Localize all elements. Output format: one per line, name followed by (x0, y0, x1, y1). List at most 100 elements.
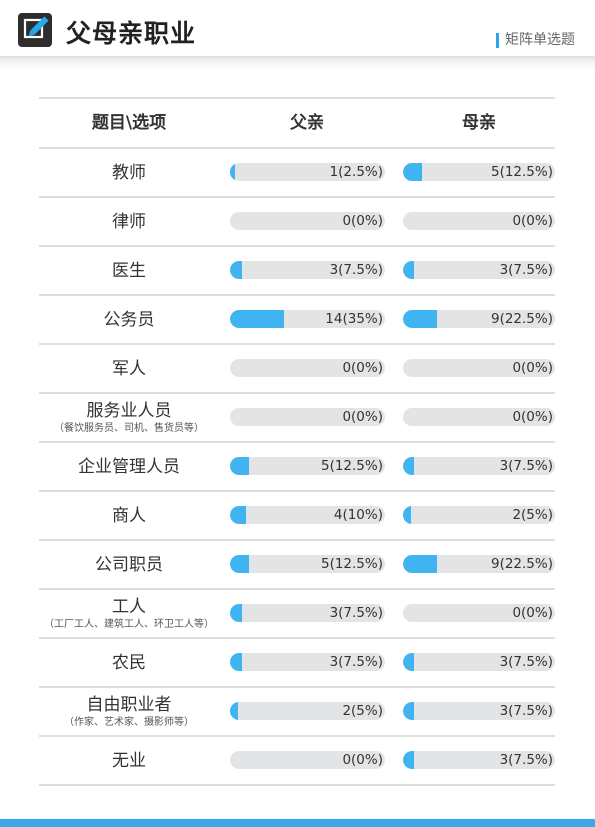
father-bar: 0(0%) (230, 359, 385, 377)
mother-value: 9(22.5%) (490, 311, 553, 327)
father-bar-fill (230, 457, 249, 475)
father-bar: 0(0%) (230, 751, 385, 769)
father-value: 1(2.5%) (329, 164, 383, 180)
row-label: 公司职员 (95, 554, 163, 575)
row-label-cell: 服务业人员 （餐饮服务员、司机、售货员等） (39, 394, 219, 441)
mother-bar: 0(0%) (403, 408, 555, 426)
mother-bar-fill (403, 653, 414, 671)
row-label: 无业 (112, 750, 146, 771)
table-row: 工人 （工厂工人、建筑工人、环卫工人等） 3(7.5%) 0(0%) (39, 588, 555, 637)
mother-value: 2(5%) (512, 507, 553, 523)
father-value: 0(0%) (342, 213, 383, 229)
father-bar-fill (230, 163, 235, 181)
question-type-label: 矩阵单选题 (496, 33, 575, 48)
father-bar-fill (230, 653, 242, 671)
row-label-cell: 无业 (39, 737, 219, 784)
table-header: 题目\选项 父亲 母亲 (39, 97, 555, 147)
row-label: 律师 (112, 211, 146, 232)
father-bar-fill (230, 506, 246, 524)
father-bar: 5(12.5%) (230, 555, 385, 573)
mother-bar: 9(22.5%) (403, 310, 555, 328)
father-value: 3(7.5%) (329, 605, 383, 621)
father-value: 0(0%) (342, 752, 383, 768)
row-label-cell: 商人 (39, 492, 219, 539)
father-bar-fill (230, 310, 284, 328)
father-value: 0(0%) (342, 360, 383, 376)
mother-bar-fill (403, 555, 437, 573)
row-label-cell: 公司职员 (39, 541, 219, 588)
mother-bar: 0(0%) (403, 212, 555, 230)
father-bar-fill (230, 555, 249, 573)
mother-bar: 9(22.5%) (403, 555, 555, 573)
mother-value: 0(0%) (512, 360, 553, 376)
father-bar-fill (230, 604, 242, 622)
mother-bar: 3(7.5%) (403, 457, 555, 475)
mother-bar: 3(7.5%) (403, 653, 555, 671)
father-bar-fill (230, 261, 242, 279)
row-label-cell: 教师 (39, 149, 219, 196)
mother-bar: 3(7.5%) (403, 261, 555, 279)
father-bar: 4(10%) (230, 506, 385, 524)
table-row: 无业 0(0%) 3(7.5%) (39, 735, 555, 786)
row-label-cell: 公务员 (39, 296, 219, 343)
row-label-cell: 企业管理人员 (39, 443, 219, 490)
row-label-cell: 律师 (39, 198, 219, 245)
row-note: （餐饮服务员、司机、售货员等） (54, 422, 204, 434)
mother-bar-fill (403, 163, 422, 181)
column-header-topic: 题目\选项 (91, 113, 167, 133)
mother-bar: 2(5%) (403, 506, 555, 524)
father-value: 3(7.5%) (329, 654, 383, 670)
results-table: 题目\选项 父亲 母亲 教师 1(2.5%) 5(12.5%) 律师 0(0%) 0(0%… (39, 97, 555, 786)
row-label: 工人 (112, 596, 146, 617)
father-value: 5(12.5%) (320, 556, 383, 572)
column-header-mother: 母亲 (462, 113, 496, 133)
row-label-cell: 农民 (39, 639, 219, 686)
father-bar: 14(35%) (230, 310, 385, 328)
father-value: 5(12.5%) (320, 458, 383, 474)
edit-pencil-icon (18, 13, 52, 47)
father-bar: 3(7.5%) (230, 604, 385, 622)
father-value: 0(0%) (342, 409, 383, 425)
row-note: （工厂工人、建筑工人、环卫工人等） (44, 618, 214, 630)
table-row: 军人 0(0%) 0(0%) (39, 343, 555, 392)
father-value: 2(5%) (342, 703, 383, 719)
mother-value: 3(7.5%) (499, 262, 553, 278)
row-note: （作家、艺术家、摄影师等） (64, 716, 194, 728)
table-row: 律师 0(0%) 0(0%) (39, 196, 555, 245)
table-row: 教师 1(2.5%) 5(12.5%) (39, 147, 555, 196)
mother-bar-fill (403, 506, 411, 524)
mother-bar: 3(7.5%) (403, 702, 555, 720)
mother-value: 9(22.5%) (490, 556, 553, 572)
row-label: 军人 (112, 358, 146, 379)
mother-value: 3(7.5%) (499, 752, 553, 768)
row-label-cell: 自由职业者 （作家、艺术家、摄影师等） (39, 688, 219, 735)
mother-bar: 3(7.5%) (403, 751, 555, 769)
mother-value: 3(7.5%) (499, 654, 553, 670)
table-row: 企业管理人员 5(12.5%) 3(7.5%) (39, 441, 555, 490)
row-label: 服务业人员 (86, 400, 172, 421)
table-row: 公司职员 5(12.5%) 9(22.5%) (39, 539, 555, 588)
mother-bar: 0(0%) (403, 359, 555, 377)
mother-value: 5(12.5%) (490, 164, 553, 180)
mother-bar-fill (403, 310, 437, 328)
mother-bar: 0(0%) (403, 604, 555, 622)
header-divider (0, 56, 595, 71)
row-label: 自由职业者 (86, 694, 172, 715)
row-label-cell: 工人 （工厂工人、建筑工人、环卫工人等） (39, 590, 219, 637)
mother-bar-fill (403, 751, 414, 769)
father-bar: 0(0%) (230, 408, 385, 426)
father-bar: 5(12.5%) (230, 457, 385, 475)
father-bar: 1(2.5%) (230, 163, 385, 181)
father-bar: 3(7.5%) (230, 653, 385, 671)
mother-bar-fill (403, 457, 414, 475)
row-label: 教师 (112, 162, 146, 183)
father-bar-fill (230, 702, 238, 720)
mother-value: 0(0%) (512, 605, 553, 621)
mother-bar-fill (403, 702, 414, 720)
row-label: 企业管理人员 (78, 456, 180, 477)
row-label: 商人 (112, 505, 146, 526)
row-label: 农民 (112, 652, 146, 673)
mother-value: 3(7.5%) (499, 458, 553, 474)
row-label: 医生 (112, 260, 146, 281)
page-header: 父母亲职业 矩阵单选题 (0, 0, 595, 71)
